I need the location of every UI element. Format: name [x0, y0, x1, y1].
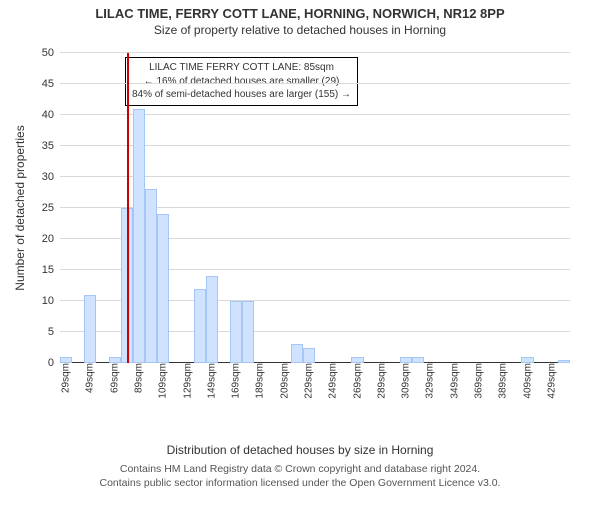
bar	[133, 109, 145, 363]
x-tick-label: 149sqm	[206, 363, 217, 403]
annotation-line3: 84% of semi-detached houses are larger (…	[132, 88, 351, 102]
bar	[291, 344, 303, 363]
y-tick-label: 45	[42, 78, 60, 90]
y-tick-label: 25	[42, 202, 60, 214]
x-tick-label: 169sqm	[231, 363, 242, 403]
bar	[84, 295, 96, 363]
footer-line2: Contains public sector information licen…	[0, 477, 600, 491]
x-tick-label: 49sqm	[85, 363, 96, 397]
x-tick-label: 129sqm	[182, 363, 193, 403]
annotation-line1: LILAC TIME FERRY COTT LANE: 85sqm	[132, 61, 351, 75]
x-tick-label: 229sqm	[303, 363, 314, 403]
x-tick-label: 89sqm	[133, 363, 144, 397]
y-tick-label: 0	[48, 357, 60, 369]
x-tick-label: 349sqm	[449, 363, 460, 403]
y-tick-label: 40	[42, 109, 60, 121]
x-tick-label: 29sqm	[61, 363, 72, 397]
footer-note: Contains HM Land Registry data © Crown c…	[0, 463, 600, 490]
chart-title: LILAC TIME, FERRY COTT LANE, HORNING, NO…	[0, 6, 600, 21]
bar	[206, 276, 218, 363]
y-tick-label: 20	[42, 233, 60, 245]
y-tick-label: 35	[42, 140, 60, 152]
marker-line	[127, 53, 129, 363]
chart-area: Number of detached properties LILAC TIME…	[50, 43, 590, 393]
bar	[558, 360, 570, 363]
bar	[157, 214, 169, 363]
x-tick-label: 209sqm	[279, 363, 290, 403]
bar	[230, 301, 242, 363]
bar	[242, 301, 254, 363]
annotation-box: LILAC TIME FERRY COTT LANE: 85sqm ← 16% …	[125, 57, 358, 106]
x-tick-label: 69sqm	[109, 363, 120, 397]
x-axis-label: Distribution of detached houses by size …	[0, 443, 600, 457]
bar	[194, 289, 206, 363]
footer-line1: Contains HM Land Registry data © Crown c…	[0, 463, 600, 477]
x-tick-label: 429sqm	[546, 363, 557, 403]
grid-line	[60, 83, 570, 84]
y-tick-label: 10	[42, 295, 60, 307]
y-tick-label: 30	[42, 171, 60, 183]
plot-area: Number of detached properties LILAC TIME…	[60, 53, 570, 363]
x-tick-label: 109sqm	[158, 363, 169, 403]
x-tick-label: 309sqm	[401, 363, 412, 403]
bar	[303, 348, 315, 364]
x-tick-label: 249sqm	[328, 363, 339, 403]
x-tick-label: 409sqm	[522, 363, 533, 403]
y-tick-label: 15	[42, 264, 60, 276]
x-tick-label: 389sqm	[498, 363, 509, 403]
x-tick-label: 189sqm	[255, 363, 266, 403]
y-tick-label: 50	[42, 47, 60, 59]
y-tick-label: 5	[48, 326, 60, 338]
y-axis-label: Number of detached properties	[13, 125, 27, 290]
annotation-line2: ← 16% of detached houses are smaller (29…	[132, 75, 351, 89]
x-tick-label: 369sqm	[473, 363, 484, 403]
bar	[145, 189, 157, 363]
bar	[412, 357, 424, 363]
chart-subtitle: Size of property relative to detached ho…	[0, 23, 600, 37]
grid-line	[60, 52, 570, 53]
x-tick-label: 269sqm	[352, 363, 363, 403]
x-tick-label: 289sqm	[376, 363, 387, 403]
x-tick-label: 329sqm	[425, 363, 436, 403]
